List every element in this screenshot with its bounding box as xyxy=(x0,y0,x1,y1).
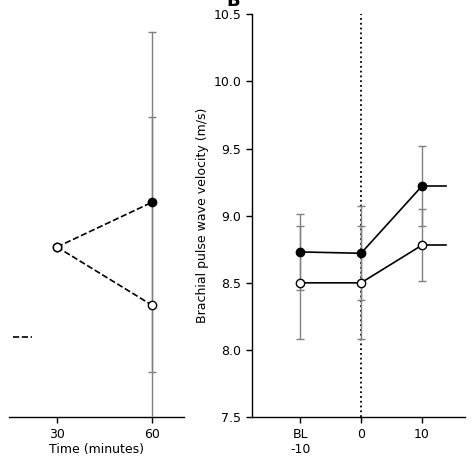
Y-axis label: Brachial pulse wave velocity (m/s): Brachial pulse wave velocity (m/s) xyxy=(196,108,209,323)
Text: B: B xyxy=(226,0,239,10)
X-axis label: Time (minutes): Time (minutes) xyxy=(49,443,144,456)
